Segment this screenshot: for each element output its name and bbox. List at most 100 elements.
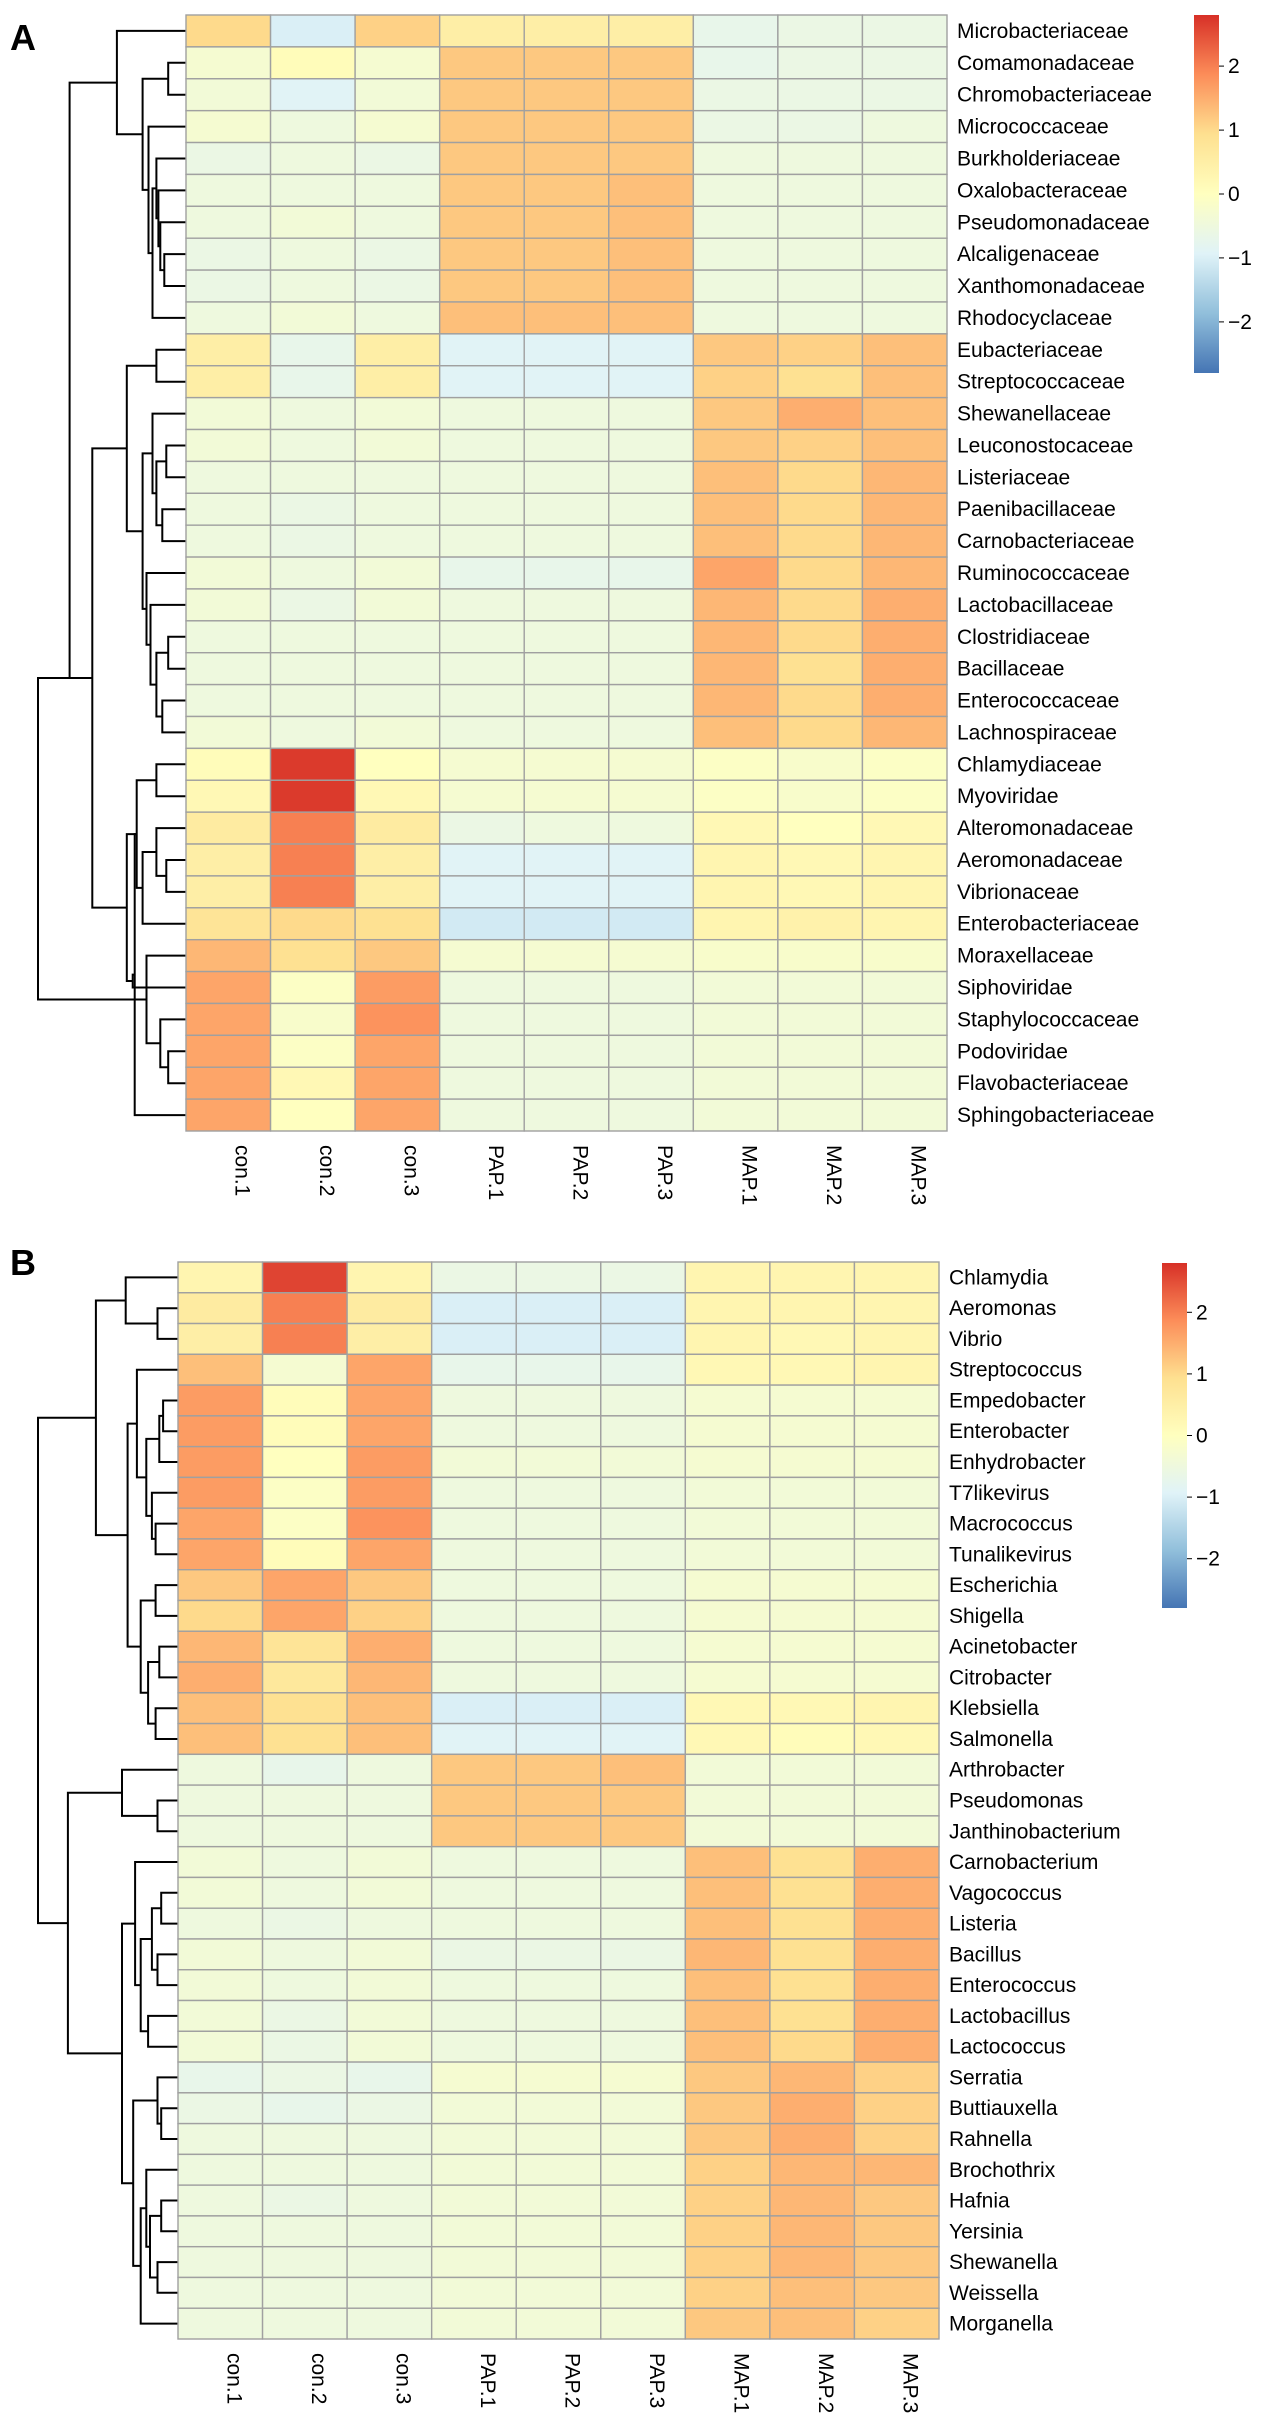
row-label: Shewanella — [949, 2251, 1058, 2274]
heatmap-cell: Shigella / PAP.2 — [515, 1599, 602, 1632]
heatmap-cell: Yersinia / MAP.2 — [769, 2215, 856, 2248]
heatmap-cell: Rhodocyclaceae / PAP.3 — [608, 301, 695, 335]
heatmap-cell: Chlamydia / PAP.2 — [515, 1261, 602, 1294]
heatmap-cell: Chlamydiaceae / PAP.3 — [608, 747, 695, 781]
heatmap-cell: Enterobacter / MAP.1 — [684, 1415, 771, 1448]
heatmap-cell: Chlamydia / PAP.3 — [600, 1261, 687, 1294]
heatmap-cell: Clostridiaceae / PAP.2 — [523, 620, 610, 654]
heatmap-cell: Ruminococcaceae / PAP.1 — [438, 556, 525, 590]
heatmap-cell: Clostridiaceae / con.3 — [354, 620, 441, 654]
dendrogram-branch — [66, 1791, 122, 2055]
heatmap-cell: Escherichia / MAP.2 — [769, 1569, 856, 1602]
heatmap-cell: Vagococcus / MAP.1 — [684, 1876, 771, 1909]
heatmap-cell: Chromobacteriaceae / MAP.1 — [692, 78, 779, 112]
heatmap-cell: Pseudomonas / con.2 — [261, 1784, 348, 1817]
heatmap-cell: Flavobacteriaceae / PAP.3 — [608, 1066, 695, 1100]
heatmap-cell: Flavobacteriaceae / MAP.3 — [861, 1066, 948, 1100]
heatmap-cell: Tunalikevirus / con.2 — [261, 1538, 348, 1571]
heatmap-cell: Carnobacterium / con.2 — [261, 1845, 348, 1879]
heatmap-cell: Siphoviridae / MAP.3 — [861, 970, 948, 1005]
row-label: Vibrionaceae — [957, 881, 1079, 904]
heatmap-cell: Aeromonas / MAP.3 — [853, 1292, 940, 1325]
dendrogram-branch — [165, 444, 186, 479]
heatmap-cell: Eubacteriaceae / PAP.3 — [608, 333, 695, 367]
row-label: Aeromonas — [949, 1297, 1056, 1320]
heatmap-cell: Salmonella / MAP.1 — [684, 1722, 771, 1756]
heatmap-cell: Rahnella / PAP.3 — [600, 2122, 687, 2156]
heatmap-cell: Lachnospiraceae / MAP.2 — [777, 715, 864, 750]
heatmap-cell: Rahnella / MAP.3 — [853, 2122, 940, 2156]
heatmap-cell: Lactobacillus / PAP.2 — [515, 1999, 602, 2032]
column-label: MAP.3 — [899, 2353, 922, 2413]
row-label: Arthrobacter — [949, 1759, 1065, 1782]
heatmap-cell: Alteromonadaceae / con.1 — [185, 811, 272, 845]
heatmap-cell: Listeriaceae / PAP.1 — [438, 460, 525, 494]
heatmap-cell: Enhydrobacter / MAP.1 — [684, 1445, 771, 1479]
heatmap-cell: Sphingobacteriaceae / con.3 — [354, 1098, 441, 1132]
heatmap-cell: Rahnella / con.3 — [346, 2122, 433, 2156]
heatmap-cell: Enterococcus / PAP.2 — [515, 1969, 602, 2002]
heatmap-cell: Enhydrobacter / PAP.3 — [600, 1445, 687, 1479]
heatmap-cell: Morganella / MAP.1 — [684, 2307, 771, 2340]
heatmap-cell: Sphingobacteriaceae / con.2 — [269, 1098, 356, 1132]
heatmap-cell: Alteromonadaceae / MAP.1 — [692, 811, 779, 845]
heatmap-cell: Macrococcus / con.1 — [177, 1507, 264, 1540]
heatmap-cell: Pseudomonas / PAP.2 — [515, 1784, 602, 1817]
heatmap-cell: Comamonadaceae / PAP.1 — [438, 46, 525, 80]
heatmap-cell: Clostridiaceae / MAP.2 — [777, 620, 864, 654]
heatmap-cell: T7likevirus / con.1 — [177, 1476, 264, 1509]
heatmap-cell: Shewanella / PAP.3 — [600, 2245, 687, 2279]
row-label: Alcaligenaceae — [957, 243, 1099, 266]
heatmap-cell: Rahnella / MAP.1 — [684, 2122, 771, 2156]
heatmap-cell: Bacillus / con.2 — [261, 1938, 348, 1971]
heatmap-cell: Aeromonadaceae / PAP.2 — [523, 843, 610, 877]
heatmap-cell: Salmonella / con.3 — [346, 1722, 433, 1756]
heatmap-cell: Macrococcus / con.3 — [346, 1507, 433, 1540]
heatmap-cell: Xanthomonadaceae / PAP.2 — [523, 269, 610, 303]
heatmap-cell: Oxalobacteraceae / MAP.2 — [777, 173, 864, 208]
heatmap-cell: Burkholderiaceae / MAP.1 — [692, 141, 779, 176]
row-label: Rhodocyclaceae — [957, 307, 1112, 330]
heatmap-cell: Listeria / PAP.3 — [600, 1907, 687, 1940]
heatmap-cell: Vagococcus / con.2 — [261, 1876, 348, 1909]
heatmap-cell: Lactobacillaceae / MAP.3 — [861, 588, 948, 622]
heatmap-cell: Bacillaceae / con.2 — [269, 652, 356, 686]
heatmap-cell: Vagococcus / con.1 — [177, 1876, 264, 1909]
heatmap-cell: Sphingobacteriaceae / PAP.2 — [523, 1098, 610, 1132]
heatmap-cell: Lactobacillaceae / con.3 — [354, 588, 441, 622]
row-label: Vagococcus — [949, 1882, 1062, 1905]
heatmap-cell: Alcaligenaceae / PAP.3 — [608, 237, 695, 271]
heatmap-cell: Flavobacteriaceae / con.2 — [269, 1066, 356, 1100]
heatmap-cell: Enterobacteriaceae / PAP.2 — [523, 907, 610, 941]
heatmap-cell: Oxalobacteraceae / PAP.1 — [438, 173, 525, 208]
heatmap-cell: Vibrio / MAP.3 — [853, 1322, 940, 1356]
heatmap-cell: Lactococcus / PAP.1 — [430, 2030, 517, 2063]
dendrogram-branch — [155, 827, 186, 877]
heatmap-cell: Vibrionaceae / MAP.3 — [861, 875, 948, 909]
heatmap-cell: Lachnospiraceae / MAP.3 — [861, 715, 948, 750]
heatmap-cell: Oxalobacteraceae / con.2 — [269, 173, 356, 208]
heatmap-cell: Vagococcus / PAP.1 — [430, 1876, 517, 1909]
heatmap-cell: Citrobacter / MAP.2 — [769, 1661, 856, 1694]
heatmap-cell: Siphoviridae / con.3 — [354, 970, 441, 1005]
heatmap-cell: Salmonella / PAP.3 — [600, 1722, 687, 1756]
heatmap-cell: Clostridiaceae / PAP.1 — [438, 620, 525, 654]
heatmap-cell: Listeria / con.1 — [177, 1907, 264, 1940]
heatmap-cell: Buttiauxella / con.2 — [261, 2092, 348, 2125]
dendrogram-branch — [161, 699, 186, 734]
heatmap-cell: Serratia / PAP.1 — [430, 2061, 517, 2094]
row-label: Buttiauxella — [949, 2097, 1058, 2120]
heatmap-cell: Lactobacillus / MAP.1 — [684, 1999, 771, 2032]
heatmap-cell: Weissella / con.3 — [346, 2276, 433, 2309]
heatmap-cell: Myoviridae / PAP.3 — [608, 779, 695, 813]
heatmap-cell: Shewanella / con.3 — [346, 2245, 433, 2279]
row-label: Micrococcaceae — [957, 116, 1109, 139]
heatmap-cell: Staphylococcaceae / PAP.3 — [608, 1002, 695, 1037]
heatmap-cell: Enterococcus / PAP.1 — [430, 1969, 517, 2002]
panel-label-a: A — [10, 17, 36, 58]
heatmap-cell: Xanthomonadaceae / MAP.1 — [692, 269, 779, 303]
row-label: Shigella — [949, 1605, 1024, 1628]
heatmap-cell: Citrobacter / con.2 — [261, 1661, 348, 1694]
heatmap-cell: Lachnospiraceae / PAP.1 — [438, 715, 525, 750]
dendrogram-branch — [37, 1416, 96, 1925]
